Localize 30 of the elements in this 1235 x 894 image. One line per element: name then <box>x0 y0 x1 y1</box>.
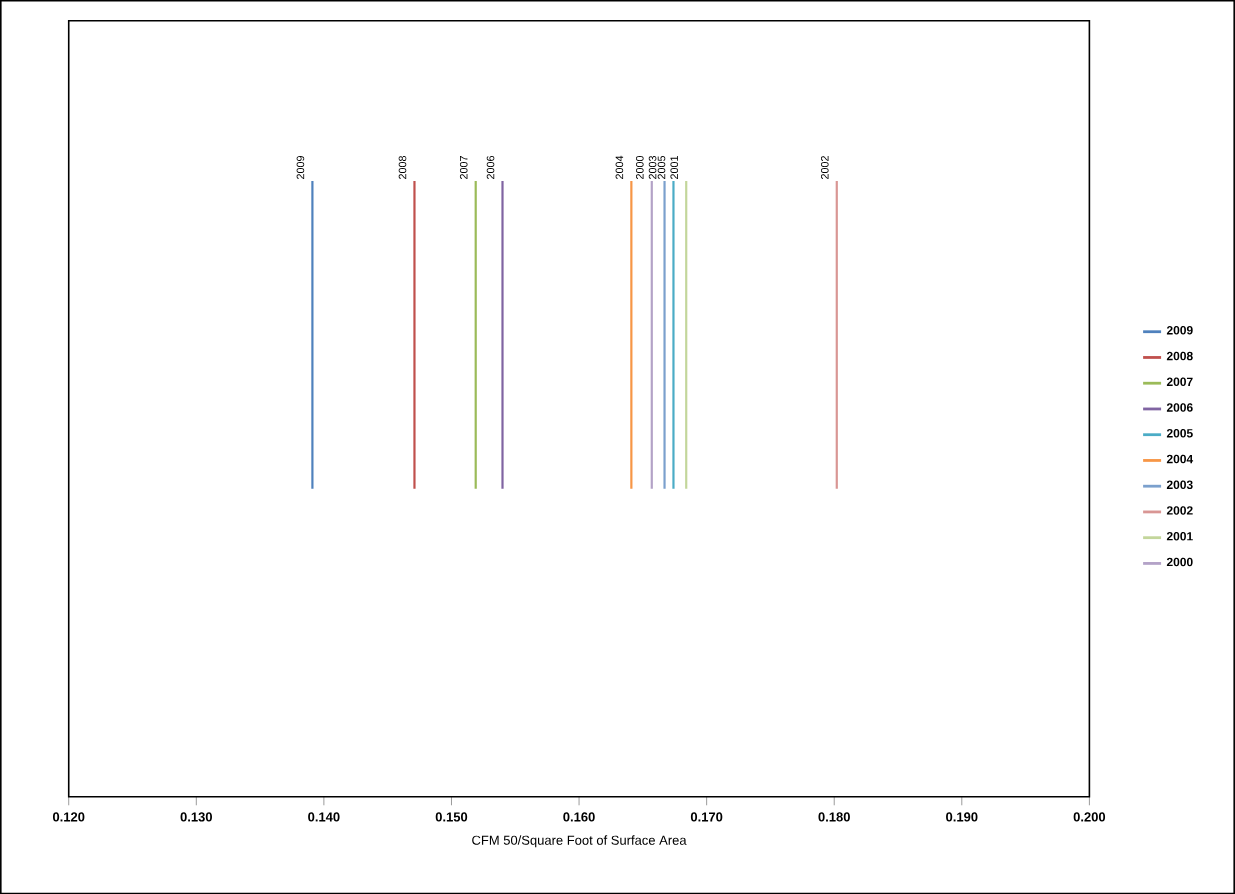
text: 2003 <box>648 155 657 179</box>
x-tick-label: 0.170 <box>690 812 723 822</box>
legend-label: 2005 <box>1166 428 1193 438</box>
legend-label: 2007 <box>1166 377 1193 386</box>
x-tick-label: 0.160 <box>563 812 595 822</box>
text: 2005 <box>657 155 666 179</box>
x-tick-label: 0.150 <box>435 812 468 822</box>
x-tick-label: 0.140 <box>308 812 340 822</box>
legend-label: 2004 <box>1166 454 1194 464</box>
x-axis-title: CFM 50/Square Foot of Surface Area <box>472 835 687 848</box>
x-tick-label: 0.190 <box>946 812 978 822</box>
text: 2007 <box>459 155 468 179</box>
legend-label: 2009 <box>1166 325 1193 335</box>
x-tick-label: 0.180 <box>818 812 850 822</box>
text: 2006 <box>486 155 495 179</box>
legend-label: 2001 <box>1166 531 1193 541</box>
text: 2000 <box>635 155 644 179</box>
text: 2009 <box>296 155 305 179</box>
text: 2001 <box>670 155 679 179</box>
text: 2004 <box>615 155 624 179</box>
text: 2008 <box>398 155 407 179</box>
legend-label: 2008 <box>1166 351 1193 361</box>
x-tick-label: 0.130 <box>180 812 212 822</box>
x-tick-label: 0.120 <box>52 812 85 822</box>
x-tick-label: 0.200 <box>1073 812 1106 822</box>
legend-label: 2000 <box>1166 557 1193 567</box>
legend-label: 2003 <box>1166 480 1193 489</box>
legend-label: 2002 <box>1166 506 1193 515</box>
legend-label: 2006 <box>1166 403 1193 412</box>
text: 2002 <box>820 155 829 179</box>
